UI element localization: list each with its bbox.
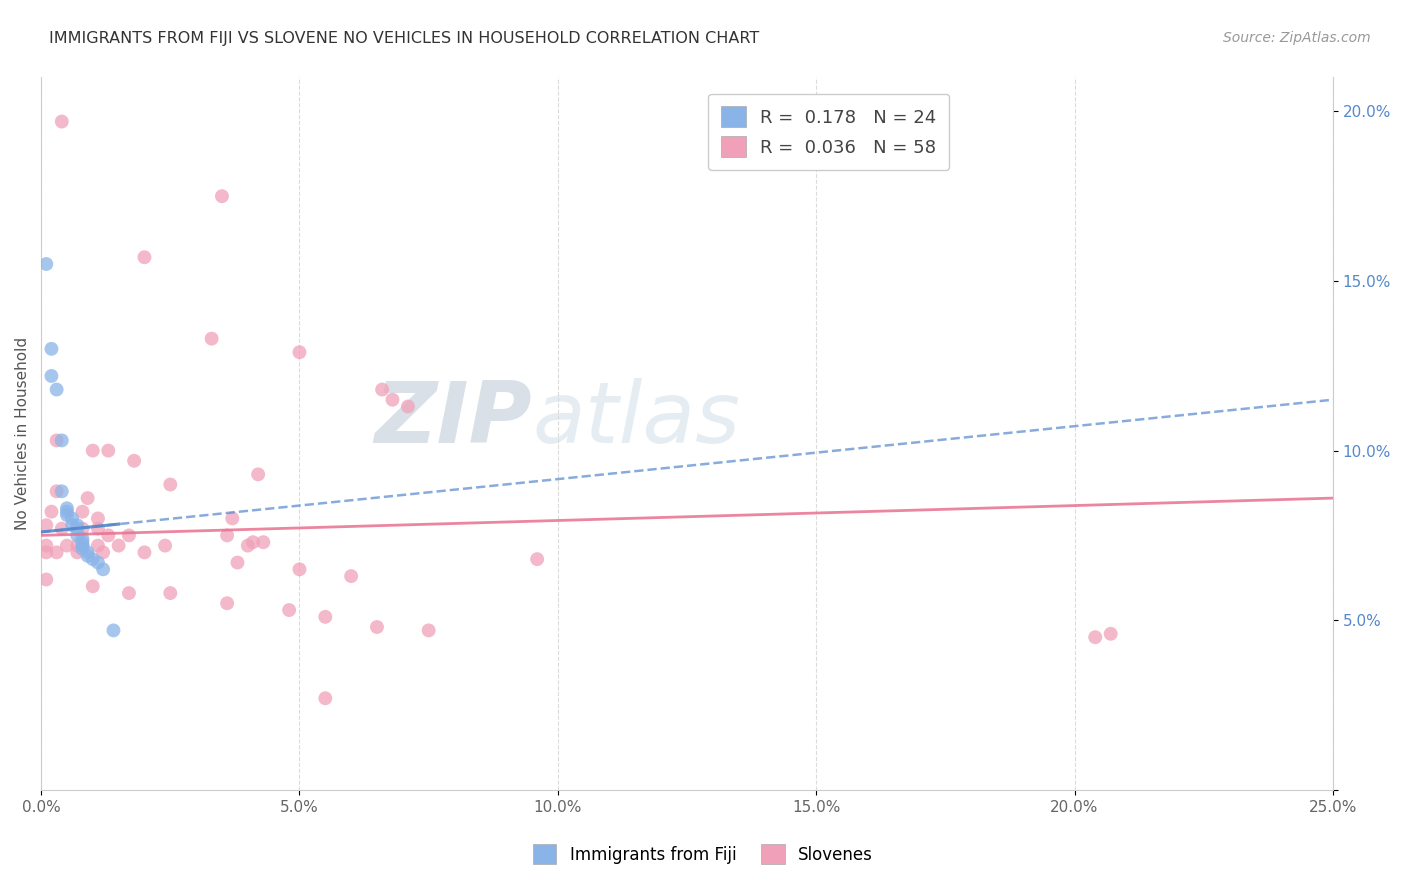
Point [51, 434, 73, 448]
Point [60, 518, 83, 533]
Point [118, 586, 141, 600]
Point [41, 342, 63, 356]
Point [211, 189, 233, 203]
Point [41, 505, 63, 519]
Point [87, 511, 110, 525]
Point [217, 528, 239, 542]
Point [159, 477, 181, 491]
Point [134, 250, 156, 264]
Point [66, 528, 89, 542]
Point [107, 539, 129, 553]
Point [134, 545, 156, 559]
Point [76, 491, 98, 505]
Point [153, 539, 176, 553]
Point [35, 573, 58, 587]
Point [66, 518, 89, 533]
Point [159, 586, 181, 600]
Point [35, 518, 58, 533]
Point [381, 392, 404, 407]
Point [56, 505, 79, 519]
Point [35, 539, 58, 553]
Point [221, 511, 243, 525]
Point [122, 454, 145, 468]
Point [366, 620, 388, 634]
Point [51, 114, 73, 128]
Point [56, 501, 79, 516]
Point [82, 579, 104, 593]
Point [56, 539, 79, 553]
Point [314, 691, 336, 706]
Point [236, 539, 259, 553]
Point [396, 400, 419, 414]
Point [72, 532, 94, 546]
Point [51, 484, 73, 499]
Point [247, 467, 270, 482]
Point [97, 443, 120, 458]
Point [118, 528, 141, 542]
Point [72, 539, 94, 553]
Point [60, 511, 83, 525]
Point [103, 624, 125, 638]
Text: ZIP: ZIP [374, 378, 531, 461]
Point [97, 528, 120, 542]
Point [51, 522, 73, 536]
Point [72, 522, 94, 536]
Y-axis label: No Vehicles in Household: No Vehicles in Household [15, 337, 30, 530]
Point [278, 603, 301, 617]
Point [72, 541, 94, 556]
Point [1099, 627, 1122, 641]
Point [87, 556, 110, 570]
Point [242, 535, 264, 549]
Point [35, 545, 58, 559]
Point [45, 434, 67, 448]
Point [72, 539, 94, 553]
Point [66, 539, 89, 553]
Point [288, 345, 311, 359]
Text: IMMIGRANTS FROM FIJI VS SLOVENE NO VEHICLES IN HOUSEHOLD CORRELATION CHART: IMMIGRANTS FROM FIJI VS SLOVENE NO VEHIC… [49, 31, 759, 46]
Point [45, 484, 67, 499]
Point [87, 522, 110, 536]
Point [371, 383, 394, 397]
Point [66, 522, 89, 536]
Point [41, 368, 63, 383]
Point [340, 569, 363, 583]
Text: Source: ZipAtlas.com: Source: ZipAtlas.com [1223, 31, 1371, 45]
Point [252, 535, 274, 549]
Point [72, 505, 94, 519]
Point [76, 549, 98, 563]
Point [201, 332, 224, 346]
Point [82, 552, 104, 566]
Point [91, 545, 114, 559]
Point [226, 556, 249, 570]
Point [314, 610, 336, 624]
Point [418, 624, 440, 638]
Legend: R =  0.178   N = 24, R =  0.036   N = 58: R = 0.178 N = 24, R = 0.036 N = 58 [709, 94, 949, 169]
Text: atlas: atlas [531, 378, 740, 461]
Point [87, 539, 110, 553]
Point [288, 562, 311, 576]
Legend: Immigrants from Fiji, Slovenes: Immigrants from Fiji, Slovenes [526, 838, 880, 871]
Point [66, 545, 89, 559]
Point [217, 596, 239, 610]
Point [91, 562, 114, 576]
Point [72, 535, 94, 549]
Point [45, 383, 67, 397]
Point [76, 545, 98, 559]
Point [82, 443, 104, 458]
Point [526, 552, 548, 566]
Point [1084, 630, 1107, 644]
Point [35, 257, 58, 271]
Point [45, 545, 67, 559]
Point [56, 508, 79, 522]
